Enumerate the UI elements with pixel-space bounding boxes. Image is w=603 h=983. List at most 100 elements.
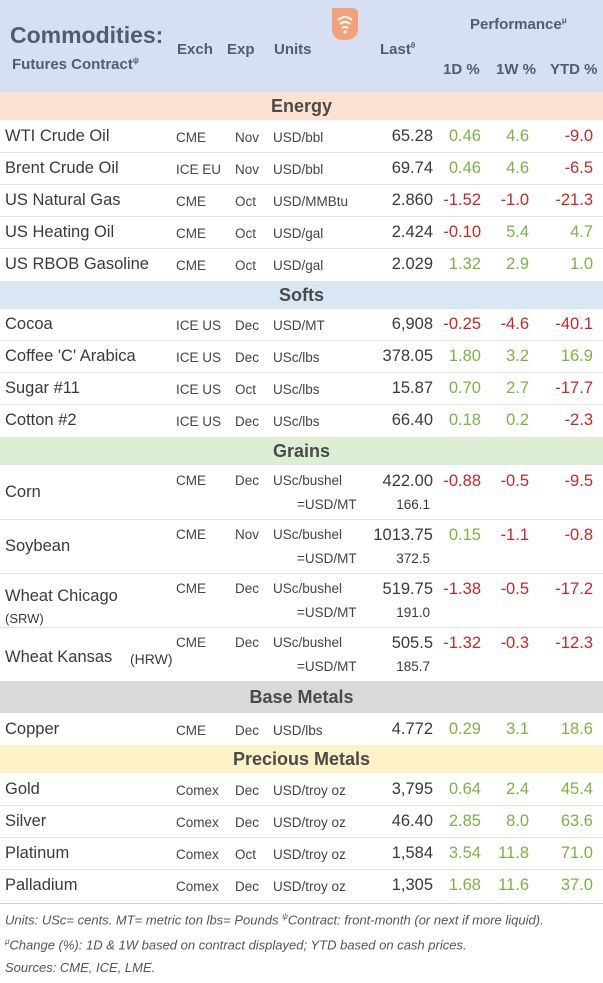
performance-header: Performanceμ bbox=[470, 16, 567, 33]
exchange: Comex bbox=[176, 815, 219, 830]
commodity-name: Copper bbox=[5, 720, 60, 738]
exchange: CME bbox=[176, 723, 206, 738]
change-ytd: 63.6 bbox=[560, 812, 593, 830]
change-ytd: -9.0 bbox=[564, 127, 593, 145]
change-1d: 0.15 bbox=[448, 526, 481, 544]
exchange: CME bbox=[176, 473, 206, 488]
change-ytd: 45.4 bbox=[560, 780, 593, 798]
change-1w: 3.1 bbox=[506, 720, 529, 738]
change-1d: -1.52 bbox=[443, 191, 481, 209]
last-price: 2.424 bbox=[391, 223, 433, 241]
change-1d: -1.32 bbox=[443, 634, 481, 652]
section-grains: Grains bbox=[0, 437, 603, 465]
change-1d: 0.18 bbox=[448, 411, 481, 429]
commodity-name: Cotton #2 bbox=[5, 411, 77, 429]
section-softs: Softs bbox=[0, 281, 603, 309]
commodity-name: Soybean bbox=[5, 537, 71, 555]
last-price: 66.40 bbox=[391, 411, 433, 429]
row-divider bbox=[0, 152, 603, 153]
commodity-name: Brent Crude Oil bbox=[5, 159, 119, 177]
col-1w-header: 1W % bbox=[496, 61, 537, 78]
change-1d: 1.32 bbox=[448, 255, 481, 273]
change-ytd: -12.3 bbox=[555, 634, 593, 652]
units: USD/bbl bbox=[273, 130, 324, 145]
row-divider bbox=[0, 627, 603, 628]
exchange: ICE US bbox=[176, 414, 222, 429]
converted-unit: =USD/MT bbox=[297, 659, 357, 674]
change-ytd: 37.0 bbox=[560, 876, 593, 894]
change-1w: -0.3 bbox=[500, 634, 529, 652]
last-price: 46.40 bbox=[391, 812, 433, 830]
section-energy: Energy bbox=[0, 92, 603, 120]
table-header: Commodities: Futures Contractψ Exch Exp … bbox=[0, 0, 603, 92]
expiry: Dec bbox=[235, 414, 260, 429]
col-exp-header: Exp bbox=[227, 41, 255, 58]
commodity-name: US Natural Gas bbox=[5, 191, 121, 209]
row-divider bbox=[0, 519, 603, 520]
change-ytd: 1.0 bbox=[570, 255, 593, 273]
last-price: 6,908 bbox=[391, 315, 433, 333]
commodity-name: Corn bbox=[5, 483, 41, 501]
change-1d: -0.88 bbox=[443, 472, 481, 490]
expiry: Nov bbox=[235, 162, 260, 177]
change-ytd: -40.1 bbox=[555, 315, 593, 333]
change-1d: -1.38 bbox=[443, 580, 481, 598]
last-price: 505.5 bbox=[391, 634, 433, 652]
change-1w: 3.2 bbox=[506, 347, 529, 365]
row-divider bbox=[0, 837, 603, 838]
change-ytd: -6.5 bbox=[564, 159, 593, 177]
expiry: Oct bbox=[235, 847, 257, 862]
row-divider bbox=[0, 184, 603, 185]
row-divider bbox=[0, 372, 603, 373]
exchange: Comex bbox=[176, 879, 219, 894]
exchange: Comex bbox=[176, 847, 219, 862]
page-subtitle: Futures Contractψ bbox=[12, 56, 139, 73]
change-1d: -0.25 bbox=[443, 315, 481, 333]
row-divider bbox=[0, 216, 603, 217]
col-units-header: Units bbox=[274, 41, 312, 58]
expiry: Nov bbox=[235, 130, 260, 145]
col-exch-header: Exch bbox=[177, 41, 213, 58]
expiry: Dec bbox=[235, 879, 260, 894]
commodity-name: Silver bbox=[5, 812, 47, 830]
change-1d: 0.29 bbox=[448, 720, 481, 738]
expiry: Nov bbox=[235, 527, 260, 542]
units: USD/MMBtu bbox=[273, 194, 349, 209]
expiry: Dec bbox=[235, 783, 260, 798]
change-ytd: 16.9 bbox=[560, 347, 593, 365]
change-ytd: 71.0 bbox=[560, 844, 593, 862]
change-ytd: 18.6 bbox=[560, 720, 593, 738]
change-1w: -4.6 bbox=[500, 315, 529, 333]
exchange: CME bbox=[176, 635, 206, 650]
converted-price: 372.5 bbox=[396, 551, 430, 566]
page-title: Commodities: bbox=[10, 22, 164, 48]
change-1w: 2.4 bbox=[506, 780, 529, 798]
commodity-name: Platinum bbox=[5, 844, 70, 862]
col-1d-header: 1D % bbox=[443, 61, 480, 78]
exchange: CME bbox=[176, 130, 206, 145]
row-divider bbox=[0, 869, 603, 870]
exchange: CME bbox=[176, 527, 206, 542]
exchange: ICE EU bbox=[176, 162, 222, 177]
commodity-name: US Heating Oil bbox=[5, 223, 115, 241]
section-base-metals: Base Metals bbox=[0, 681, 603, 713]
last-price: 3,795 bbox=[391, 780, 433, 798]
units: USD/lbs bbox=[273, 723, 323, 738]
exchange: ICE US bbox=[176, 382, 222, 397]
units: USD/gal bbox=[273, 258, 324, 273]
commodity-subtype: (SRW) bbox=[5, 611, 44, 626]
commodity-name: Palladium bbox=[5, 876, 78, 894]
change-1d: 0.64 bbox=[448, 780, 481, 798]
units: USD/troy oz bbox=[273, 847, 346, 862]
units: USc/bushel bbox=[273, 473, 343, 488]
expiry: Dec bbox=[235, 635, 260, 650]
section-precious-metals: Precious Metals bbox=[0, 745, 603, 773]
commodity-name: Cocoa bbox=[5, 315, 53, 333]
change-1d: 1.68 bbox=[448, 876, 481, 894]
converted-price: 166.1 bbox=[396, 497, 430, 512]
expiry: Dec bbox=[235, 318, 260, 333]
exchange: Comex bbox=[176, 783, 219, 798]
units: USc/lbs bbox=[273, 350, 320, 365]
expiry: Oct bbox=[235, 226, 257, 241]
converted-unit: =USD/MT bbox=[297, 605, 357, 620]
